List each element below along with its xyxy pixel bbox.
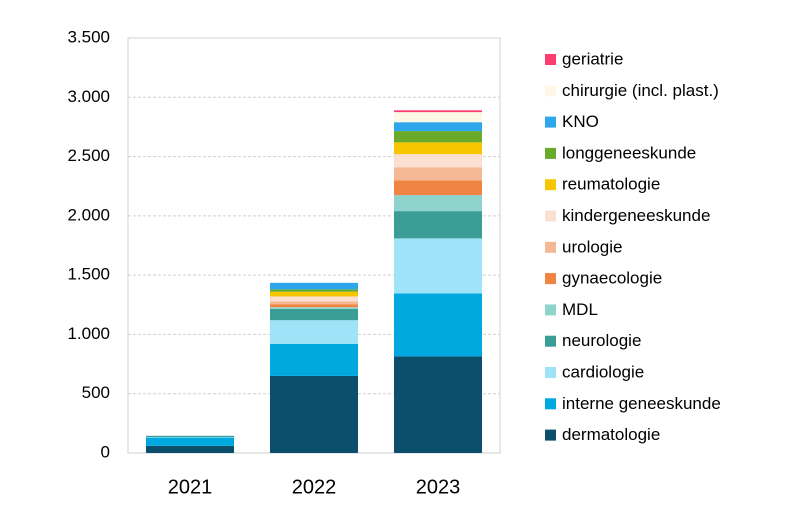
legend-label: MDL [562,300,598,319]
bar-segment [394,131,482,143]
y-tick-label: 2.500 [67,146,110,165]
bar-segment [270,307,358,309]
legend-label: neurologie [562,331,641,350]
legend-swatch [545,147,556,159]
bar-segment [394,238,482,294]
bar-segment [394,110,482,113]
legend-swatch [545,429,556,441]
y-tick-label: 3.000 [67,87,110,106]
bar-segment [146,435,234,437]
x-tick-label: 2021 [168,476,213,498]
legend-label: chirurgie (incl. plast.) [562,81,719,100]
legend-label: longgeneeskunde [562,143,696,162]
bar-segment [394,154,482,168]
bar-segment [394,195,482,212]
x-tick-label: 2023 [416,476,461,498]
y-tick-label: 2.000 [67,205,110,224]
y-tick-label: 1.500 [67,265,110,284]
bar-segment [394,112,482,123]
legend-label: cardiologie [562,362,644,381]
bar-segment [394,211,482,239]
bar-segment [270,308,358,321]
y-tick-label: 1.000 [67,324,110,343]
legend-swatch [545,85,556,97]
legend-label: reumatologie [562,175,660,194]
legend-label: kindergeneeskunde [562,206,710,225]
bar-segment [146,437,234,446]
legend-label: KNO [562,112,599,131]
legend-label: interne geneeskunde [562,394,721,413]
legend-swatch [545,335,556,347]
bar-segment [270,296,358,302]
bar-segment [394,293,482,357]
bar-segment [270,320,358,344]
y-tick-label: 500 [82,383,110,402]
legend-label: urologie [562,237,623,256]
legend-swatch [545,210,556,222]
bar-segment [146,445,234,453]
bar-segment [270,375,358,453]
y-tick-label: 0 [101,442,110,461]
bar-segment [394,180,482,196]
bar-segment [146,436,234,438]
legend-label: dermatologie [562,425,660,444]
legend-label: geriatrie [562,49,623,68]
bar-segment [394,142,482,155]
legend-swatch [545,241,556,253]
legend-swatch [545,116,556,128]
bar-segment [270,301,358,305]
legend-label: gynaecologie [562,269,662,288]
bar-segment [270,343,358,376]
bar-segment [394,122,482,132]
bar-segment [270,282,358,290]
bar-segment [270,304,358,308]
bar-segment [270,289,358,292]
legend-swatch [545,398,556,410]
legend-swatch [545,304,556,316]
legend-swatch [545,273,556,285]
legend-swatch [545,54,556,65]
bar-segment [394,167,482,181]
legend-swatch [545,179,556,191]
legend-swatch [545,367,556,378]
y-tick-label: 3.500 [67,27,110,46]
x-tick-label: 2022 [292,476,337,498]
bar-segment [270,291,358,297]
bar-segment [394,356,482,453]
